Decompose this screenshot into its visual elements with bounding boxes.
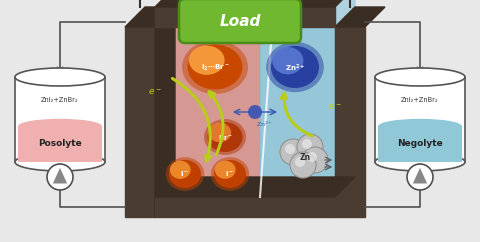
Polygon shape bbox=[155, 0, 355, 7]
Text: Zn: Zn bbox=[300, 152, 311, 161]
Ellipse shape bbox=[189, 46, 225, 75]
Text: $e^-$: $e^-$ bbox=[328, 102, 342, 112]
Polygon shape bbox=[260, 0, 355, 7]
Circle shape bbox=[302, 139, 312, 149]
Ellipse shape bbox=[166, 157, 204, 191]
Ellipse shape bbox=[375, 68, 465, 86]
Circle shape bbox=[307, 152, 317, 162]
Polygon shape bbox=[378, 126, 462, 162]
Ellipse shape bbox=[15, 68, 105, 86]
Polygon shape bbox=[125, 7, 175, 27]
Circle shape bbox=[285, 144, 295, 154]
Circle shape bbox=[290, 152, 316, 178]
Ellipse shape bbox=[375, 153, 465, 171]
Polygon shape bbox=[413, 168, 427, 183]
Ellipse shape bbox=[214, 160, 246, 188]
Text: ZnI₂+ZnBr₂: ZnI₂+ZnBr₂ bbox=[401, 97, 439, 103]
Circle shape bbox=[407, 164, 433, 190]
Text: $\mathregular{Zn^{2+}}$: $\mathregular{Zn^{2+}}$ bbox=[256, 119, 274, 129]
Circle shape bbox=[302, 147, 328, 173]
Ellipse shape bbox=[170, 161, 191, 179]
Ellipse shape bbox=[18, 119, 102, 134]
Ellipse shape bbox=[15, 153, 105, 171]
Polygon shape bbox=[335, 7, 385, 27]
Text: Posolyte: Posolyte bbox=[38, 139, 82, 148]
Ellipse shape bbox=[215, 161, 236, 179]
Polygon shape bbox=[15, 77, 105, 162]
Polygon shape bbox=[335, 7, 355, 217]
Ellipse shape bbox=[271, 46, 319, 88]
Ellipse shape bbox=[211, 157, 249, 191]
Polygon shape bbox=[155, 7, 175, 217]
Text: $e^-$: $e^-$ bbox=[148, 87, 162, 97]
Polygon shape bbox=[155, 7, 335, 27]
Text: $\mathregular{Br^-}$: $\mathregular{Br^-}$ bbox=[217, 134, 232, 143]
Text: Negolyte: Negolyte bbox=[397, 139, 443, 148]
Circle shape bbox=[297, 134, 323, 160]
Ellipse shape bbox=[208, 123, 231, 142]
Polygon shape bbox=[155, 177, 355, 197]
Polygon shape bbox=[155, 197, 335, 217]
Text: $\mathregular{I^-}$: $\mathregular{I^-}$ bbox=[180, 169, 190, 179]
FancyBboxPatch shape bbox=[179, 0, 301, 43]
Polygon shape bbox=[335, 0, 355, 197]
Ellipse shape bbox=[182, 40, 248, 94]
Text: $\mathregular{I_2{\cdots}Br^-}$: $\mathregular{I_2{\cdots}Br^-}$ bbox=[201, 63, 229, 73]
Polygon shape bbox=[125, 27, 155, 217]
Polygon shape bbox=[155, 7, 260, 197]
Text: Load: Load bbox=[219, 14, 261, 29]
Polygon shape bbox=[18, 126, 102, 162]
Ellipse shape bbox=[188, 45, 242, 90]
Polygon shape bbox=[260, 7, 335, 197]
Circle shape bbox=[295, 157, 305, 167]
Ellipse shape bbox=[272, 47, 303, 74]
Text: ZnI₂+ZnBr₂: ZnI₂+ZnBr₂ bbox=[41, 97, 79, 103]
Polygon shape bbox=[335, 27, 365, 217]
Polygon shape bbox=[53, 168, 67, 183]
Ellipse shape bbox=[378, 119, 462, 134]
Ellipse shape bbox=[266, 42, 324, 92]
Text: $\mathregular{Zn^{2+}}$: $\mathregular{Zn^{2+}}$ bbox=[285, 62, 305, 74]
Circle shape bbox=[280, 139, 306, 165]
Polygon shape bbox=[155, 0, 275, 7]
Ellipse shape bbox=[204, 119, 246, 155]
Circle shape bbox=[248, 105, 262, 119]
Circle shape bbox=[47, 164, 73, 190]
Text: $\mathregular{I^-}$: $\mathregular{I^-}$ bbox=[226, 169, 235, 179]
Ellipse shape bbox=[207, 122, 242, 152]
Ellipse shape bbox=[169, 160, 201, 188]
Polygon shape bbox=[375, 77, 465, 162]
